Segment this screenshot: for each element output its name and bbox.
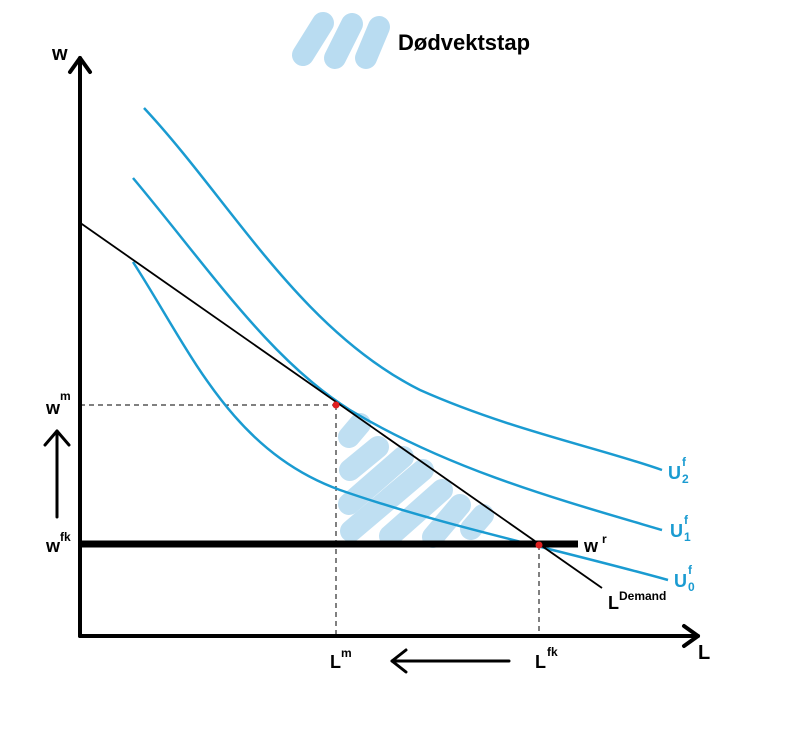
- svg-text:L: L: [330, 652, 341, 672]
- x-axis-arrowhead: [682, 624, 700, 648]
- deadweight-loss-area: [338, 413, 494, 548]
- curve-u2: [143, 107, 663, 472]
- y-axis-arrowhead: [68, 56, 92, 74]
- svg-text:fk: fk: [547, 645, 558, 659]
- label-wr: w r: [583, 532, 607, 556]
- indifference-curves: [131, 107, 669, 582]
- legend-title: Dødvektstap: [398, 30, 530, 55]
- svg-text:m: m: [60, 389, 71, 403]
- up-arrow: [43, 429, 71, 519]
- axes: [68, 56, 700, 648]
- svg-text:f: f: [688, 563, 693, 577]
- x-axis-label: L: [698, 642, 710, 664]
- svg-text:L: L: [608, 593, 619, 613]
- deadweight-legend-swatch: [292, 12, 390, 69]
- curve-u1: [132, 177, 663, 532]
- svg-text:L: L: [535, 652, 546, 672]
- label-wm: w m: [45, 389, 71, 418]
- svg-text:w: w: [583, 536, 599, 556]
- label-u1: U f 1: [670, 513, 691, 544]
- y-axis-label: w: [51, 43, 68, 65]
- svg-text:U: U: [674, 571, 687, 591]
- left-arrow: [390, 648, 511, 674]
- label-lfk: L fk: [535, 645, 558, 672]
- svg-text:w: w: [45, 398, 61, 418]
- label-u2: U f 2: [668, 455, 689, 486]
- curve-u0: [131, 261, 669, 582]
- competitive-point: [535, 541, 543, 549]
- monopsony-point: [332, 401, 340, 409]
- svg-text:fk: fk: [60, 530, 71, 544]
- svg-text:0: 0: [688, 580, 695, 594]
- svg-text:m: m: [341, 646, 352, 660]
- svg-text:r: r: [602, 532, 607, 546]
- svg-text:U: U: [670, 521, 683, 541]
- demand-line: [78, 221, 603, 589]
- svg-text:w: w: [45, 536, 61, 556]
- label-u0: U f 0: [674, 563, 695, 594]
- svg-text:2: 2: [682, 472, 689, 486]
- svg-text:f: f: [684, 513, 689, 527]
- svg-text:f: f: [682, 455, 687, 469]
- svg-text:1: 1: [684, 530, 691, 544]
- label-ldemand: L Demand: [608, 589, 666, 613]
- guide-lines: [80, 404, 540, 636]
- svg-text:Demand: Demand: [619, 589, 666, 603]
- label-wfk: w fk: [45, 530, 71, 556]
- svg-text:U: U: [668, 463, 681, 483]
- label-lm: L m: [330, 646, 352, 672]
